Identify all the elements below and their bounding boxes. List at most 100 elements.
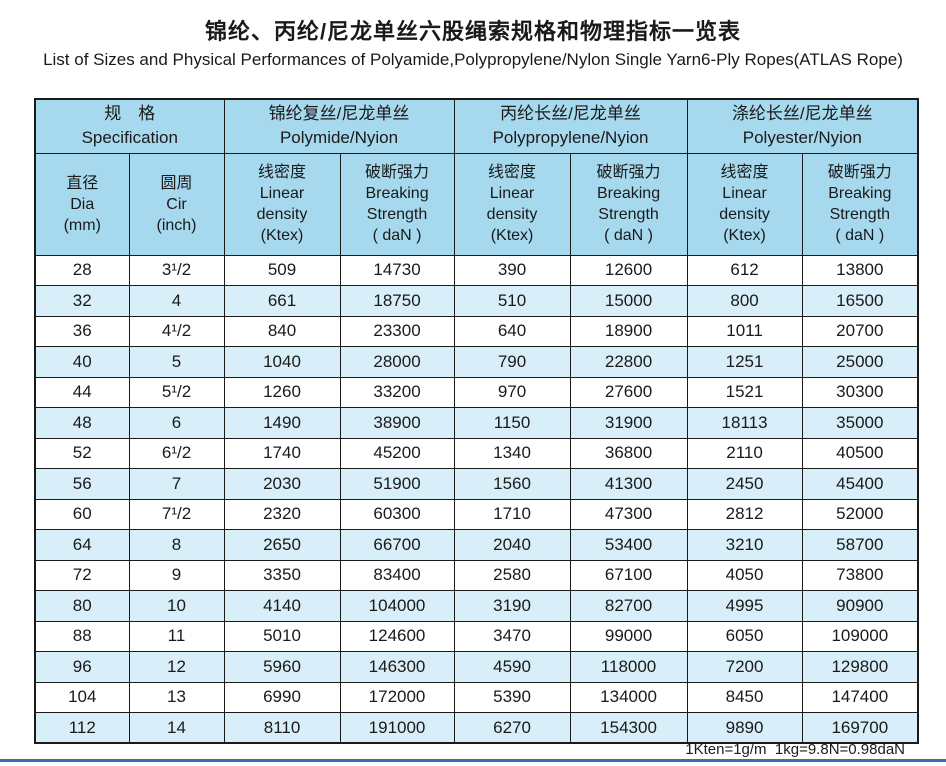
cell-dia: 36 bbox=[34, 315, 130, 347]
cell-polyester-linear-density: 18113 bbox=[686, 407, 803, 439]
cell-polyester-linear-density: 7200 bbox=[686, 651, 803, 683]
table-row: 28 3¹/2 509 14730 390 12600 612 13800 bbox=[34, 254, 919, 286]
cell-dia: 40 bbox=[34, 346, 130, 378]
group-header-polyester: 涤纶长丝/尼龙单丝 Polyester/Nyion bbox=[686, 98, 919, 154]
cell-cir: 11 bbox=[128, 620, 225, 652]
cell-polyester-linear-density: 800 bbox=[686, 285, 803, 317]
cell-polypropylene-breaking-strength: 53400 bbox=[569, 529, 688, 561]
cell-polypropylene-breaking-strength: 47300 bbox=[569, 498, 688, 530]
cell-polypropylene-linear-density: 510 bbox=[453, 285, 571, 317]
column-header-linear-density-polypropylene: 线密度 Linear density (Ktex) bbox=[453, 152, 571, 256]
cell-cir: 6¹/2 bbox=[128, 437, 225, 469]
cell-polypropylene-breaking-strength: 82700 bbox=[569, 590, 688, 622]
cell-dia: 32 bbox=[34, 285, 130, 317]
cell-polyamide-breaking-strength: 23300 bbox=[339, 315, 455, 347]
table-row: 60 7¹/2 2320 60300 1710 47300 2812 52000 bbox=[34, 498, 919, 530]
cell-dia: 52 bbox=[34, 437, 130, 469]
cell-polyamide-linear-density: 5010 bbox=[223, 620, 341, 652]
cell-polyamide-breaking-strength: 51900 bbox=[339, 468, 455, 500]
cell-polypropylene-breaking-strength: 67100 bbox=[569, 559, 688, 591]
column-header-cir: 圆周 Cir (inch) bbox=[128, 152, 225, 256]
table-row: 36 4¹/2 840 23300 640 18900 1011 20700 bbox=[34, 315, 919, 347]
table-row: 48 6 1490 38900 1150 31900 18113 35000 bbox=[34, 407, 919, 439]
table-row: 88 11 5010 124600 3470 99000 6050 109000 bbox=[34, 620, 919, 652]
cell-polyamide-linear-density: 3350 bbox=[223, 559, 341, 591]
table-row: 80 10 4140 104000 3190 82700 4995 90900 bbox=[34, 590, 919, 622]
cell-cir: 5¹/2 bbox=[128, 376, 225, 408]
cell-polyamide-linear-density: 8110 bbox=[223, 712, 341, 744]
cell-polyamide-breaking-strength: 83400 bbox=[339, 559, 455, 591]
cell-polyester-breaking-strength: 129800 bbox=[801, 651, 919, 683]
cell-polyester-breaking-strength: 20700 bbox=[801, 315, 919, 347]
cell-dia: 112 bbox=[34, 712, 130, 744]
cell-polyester-breaking-strength: 16500 bbox=[801, 285, 919, 317]
cell-polyamide-linear-density: 5960 bbox=[223, 651, 341, 683]
table-row: 64 8 2650 66700 2040 53400 3210 58700 bbox=[34, 529, 919, 561]
cell-polyester-breaking-strength: 25000 bbox=[801, 346, 919, 378]
cell-polypropylene-linear-density: 4590 bbox=[453, 651, 571, 683]
cell-polyamide-breaking-strength: 38900 bbox=[339, 407, 455, 439]
cell-polypropylene-breaking-strength: 118000 bbox=[569, 651, 688, 683]
cell-polyamide-linear-density: 1740 bbox=[223, 437, 341, 469]
cell-polyester-breaking-strength: 147400 bbox=[801, 681, 919, 713]
table-body: 28 3¹/2 509 14730 390 12600 612 13800 32 4 661 1875… bbox=[34, 254, 919, 744]
cell-polyamide-linear-density: 2650 bbox=[223, 529, 341, 561]
cell-cir: 13 bbox=[128, 681, 225, 713]
cell-dia: 80 bbox=[34, 590, 130, 622]
column-header-breaking-strength-polyamide: 破断强力 Breaking Strength ( daN ) bbox=[339, 152, 455, 256]
cell-dia: 64 bbox=[34, 529, 130, 561]
cell-cir: 10 bbox=[128, 590, 225, 622]
table-row: 56 7 2030 51900 1560 41300 2450 45400 bbox=[34, 468, 919, 500]
cell-polypropylene-linear-density: 6270 bbox=[453, 712, 571, 744]
table-row: 104 13 6990 172000 5390 134000 8450 147400 bbox=[34, 681, 919, 713]
group-header-row: 规 格 Specification 锦纶复丝/尼龙单丝 Polymide/Nyi… bbox=[34, 98, 919, 154]
cell-dia: 56 bbox=[34, 468, 130, 500]
table-row: 112 14 8110 191000 6270 154300 9890 169700 bbox=[34, 712, 919, 744]
cell-polyamide-breaking-strength: 33200 bbox=[339, 376, 455, 408]
cell-polyester-linear-density: 6050 bbox=[686, 620, 803, 652]
cell-polyester-linear-density: 1521 bbox=[686, 376, 803, 408]
cell-polypropylene-linear-density: 1150 bbox=[453, 407, 571, 439]
cell-cir: 4¹/2 bbox=[128, 315, 225, 347]
cell-dia: 44 bbox=[34, 376, 130, 408]
cell-polypropylene-breaking-strength: 31900 bbox=[569, 407, 688, 439]
column-header-breaking-strength-polypropylene: 破断强力 Breaking Strength ( daN ) bbox=[569, 152, 688, 256]
cell-dia: 104 bbox=[34, 681, 130, 713]
cell-dia: 96 bbox=[34, 651, 130, 683]
table-row: 44 5¹/2 1260 33200 970 27600 1521 30300 bbox=[34, 376, 919, 408]
cell-polyester-breaking-strength: 90900 bbox=[801, 590, 919, 622]
cell-polyester-breaking-strength: 58700 bbox=[801, 529, 919, 561]
cell-polypropylene-linear-density: 1340 bbox=[453, 437, 571, 469]
cell-polypropylene-breaking-strength: 41300 bbox=[569, 468, 688, 500]
cell-polyester-breaking-strength: 169700 bbox=[801, 712, 919, 744]
cell-polypropylene-breaking-strength: 18900 bbox=[569, 315, 688, 347]
cell-polyester-breaking-strength: 45400 bbox=[801, 468, 919, 500]
column-header-breaking-strength-polyester: 破断强力 Breaking Strength ( daN ) bbox=[801, 152, 919, 256]
group-header-specification: 规 格 Specification bbox=[34, 98, 225, 154]
cell-polypropylene-linear-density: 5390 bbox=[453, 681, 571, 713]
cell-polyamide-linear-density: 661 bbox=[223, 285, 341, 317]
unit-footnote: 1Kten=1g/m 1kg=9.8N=0.98daN bbox=[685, 741, 905, 758]
cell-polypropylene-breaking-strength: 36800 bbox=[569, 437, 688, 469]
column-header-dia: 直径 Dia (mm) bbox=[34, 152, 130, 256]
cell-polyamide-breaking-strength: 45200 bbox=[339, 437, 455, 469]
table-row: 72 9 3350 83400 2580 67100 4050 73800 bbox=[34, 559, 919, 591]
cell-dia: 48 bbox=[34, 407, 130, 439]
cell-cir: 8 bbox=[128, 529, 225, 561]
cell-polyester-linear-density: 3210 bbox=[686, 529, 803, 561]
cell-cir: 12 bbox=[128, 651, 225, 683]
cell-polyamide-linear-density: 4140 bbox=[223, 590, 341, 622]
cell-polyester-breaking-strength: 13800 bbox=[801, 254, 919, 286]
cell-polyamide-breaking-strength: 191000 bbox=[339, 712, 455, 744]
table-row: 96 12 5960 146300 4590 118000 7200 129800 bbox=[34, 651, 919, 683]
cell-polypropylene-linear-density: 2580 bbox=[453, 559, 571, 591]
cell-polyamide-linear-density: 840 bbox=[223, 315, 341, 347]
cell-polyester-breaking-strength: 35000 bbox=[801, 407, 919, 439]
cell-polyamide-breaking-strength: 172000 bbox=[339, 681, 455, 713]
cell-polypropylene-breaking-strength: 12600 bbox=[569, 254, 688, 286]
group-header-polyamide: 锦纶复丝/尼龙单丝 Polymide/Nyion bbox=[223, 98, 455, 154]
column-header-row: 直径 Dia (mm) 圆周 Cir (inch) 线密度 Linear den… bbox=[34, 152, 919, 256]
cell-polypropylene-linear-density: 3190 bbox=[453, 590, 571, 622]
cell-polyamide-linear-density: 2320 bbox=[223, 498, 341, 530]
spec-table: 规 格 Specification 锦纶复丝/尼龙单丝 Polymide/Nyi… bbox=[34, 98, 920, 744]
